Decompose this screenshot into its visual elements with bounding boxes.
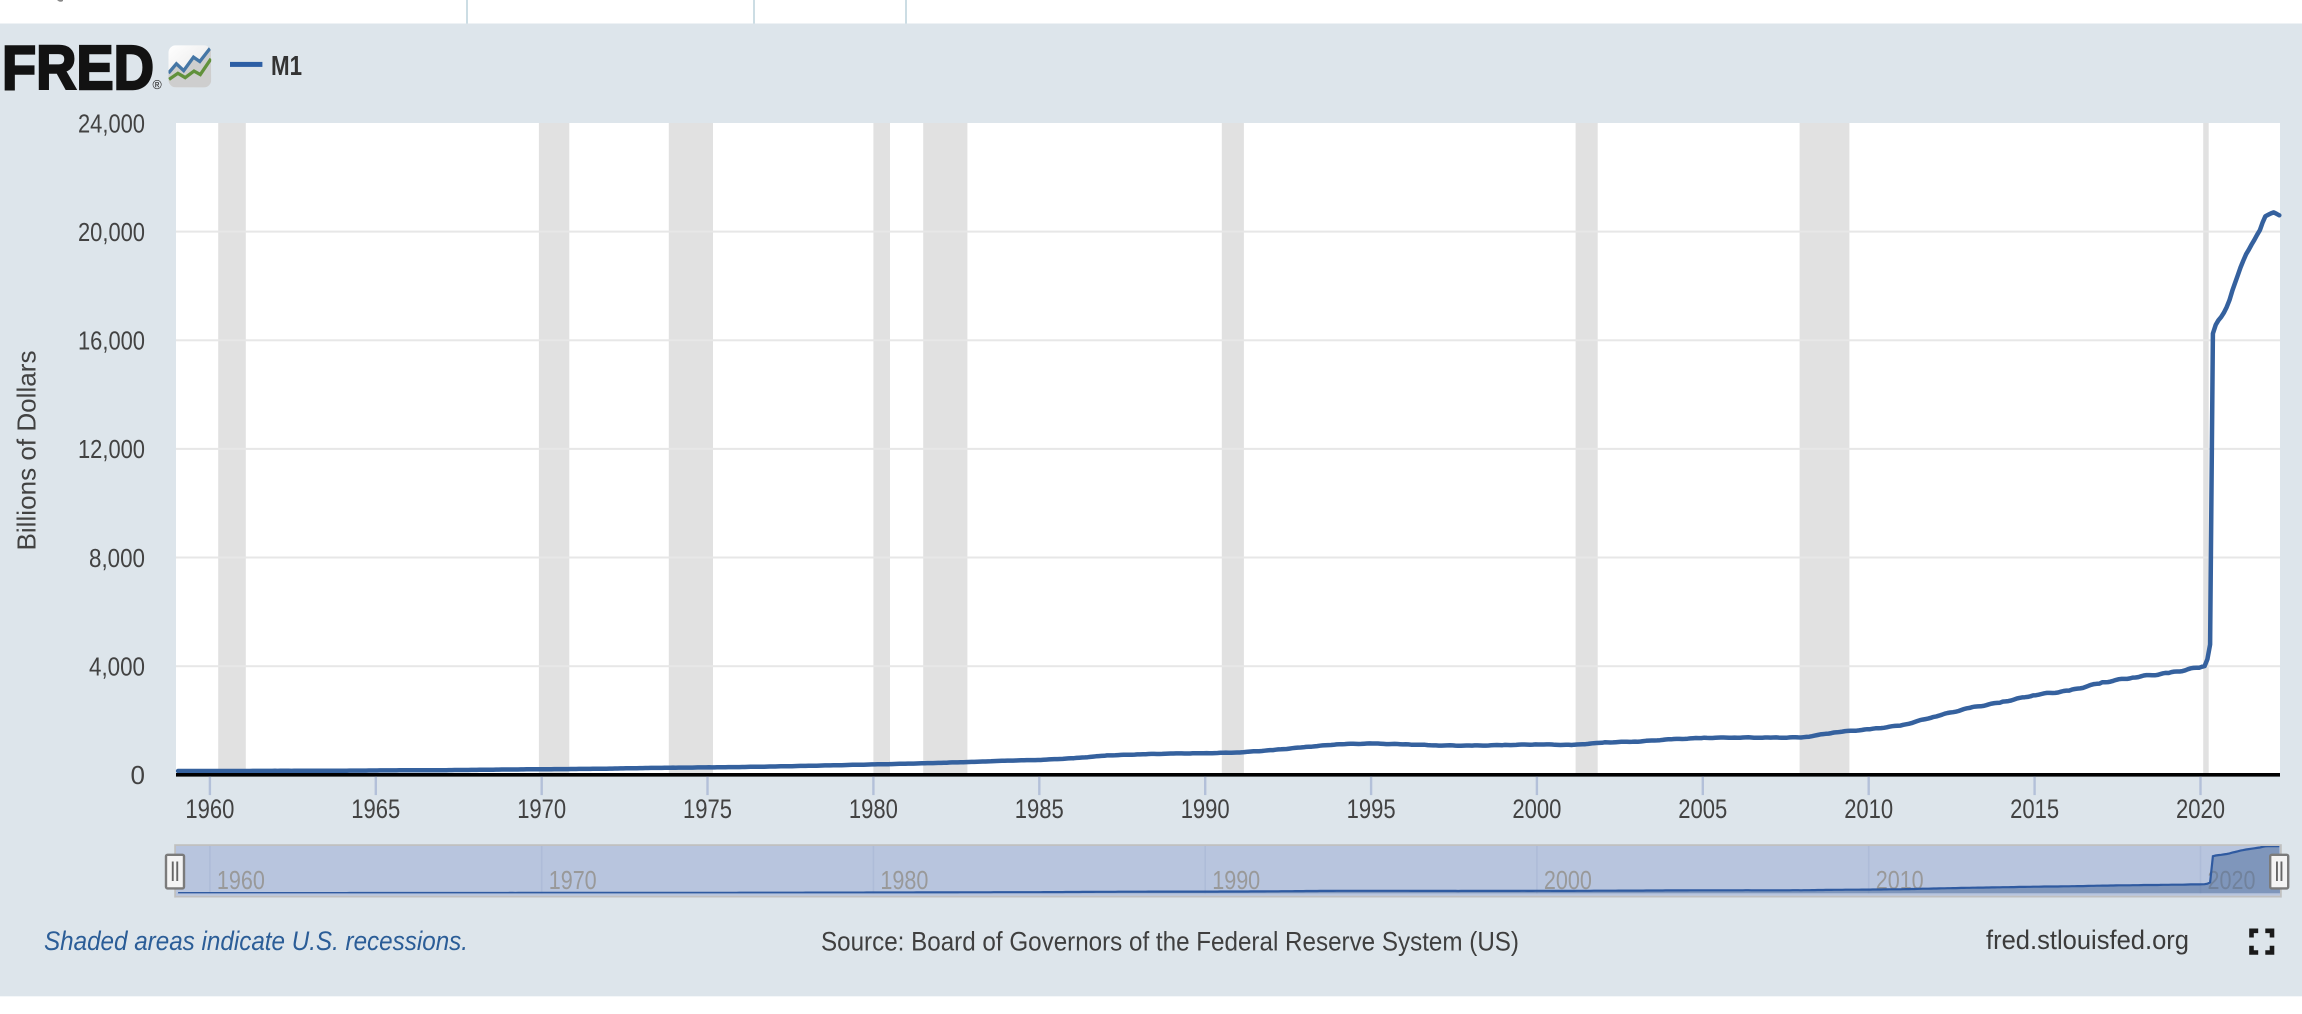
svg-text:fred.stlouisfed.org: fred.stlouisfed.org bbox=[1986, 925, 2189, 955]
svg-text:M1: M1 bbox=[271, 50, 302, 81]
svg-text:1975: 1975 bbox=[683, 794, 732, 824]
svg-text:1990: 1990 bbox=[1181, 794, 1230, 824]
svg-text:Shaded areas indicate U.S. rec: Shaded areas indicate U.S. recessions. bbox=[44, 926, 468, 956]
svg-text:FRED: FRED bbox=[2, 34, 154, 103]
svg-text:1990: 1990 bbox=[1212, 865, 1260, 895]
svg-text:®: ® bbox=[153, 78, 163, 92]
svg-text:2005: 2005 bbox=[1678, 794, 1727, 824]
svg-text:2010: 2010 bbox=[1844, 794, 1893, 824]
svg-text:2015: 2015 bbox=[2010, 794, 2059, 824]
svg-text:Billions of Dollars: Billions of Dollars bbox=[12, 351, 42, 551]
svg-text:1970: 1970 bbox=[549, 865, 597, 895]
svg-text:1960: 1960 bbox=[185, 794, 234, 824]
svg-text:4,000: 4,000 bbox=[89, 652, 145, 682]
svg-text:2020: 2020 bbox=[2176, 794, 2225, 824]
svg-text:1995: 1995 bbox=[1347, 794, 1396, 824]
svg-text:16,000: 16,000 bbox=[78, 326, 145, 356]
svg-text:8,000: 8,000 bbox=[89, 543, 145, 573]
svg-text:1965: 1965 bbox=[351, 794, 400, 824]
svg-text:12,000: 12,000 bbox=[78, 434, 145, 464]
svg-text:1980: 1980 bbox=[880, 865, 928, 895]
svg-text:1980: 1980 bbox=[849, 794, 898, 824]
svg-text:20,000: 20,000 bbox=[78, 217, 145, 247]
svg-text:1985: 1985 bbox=[1015, 794, 1064, 824]
svg-text:24,000: 24,000 bbox=[78, 108, 145, 138]
svg-text:0: 0 bbox=[131, 760, 145, 790]
svg-text:Source: Board of Governors of: Source: Board of Governors of the Federa… bbox=[821, 927, 1519, 957]
svg-text:1960: 1960 bbox=[217, 865, 265, 895]
svg-text:2000: 2000 bbox=[1512, 794, 1561, 824]
svg-text:1970: 1970 bbox=[517, 794, 566, 824]
